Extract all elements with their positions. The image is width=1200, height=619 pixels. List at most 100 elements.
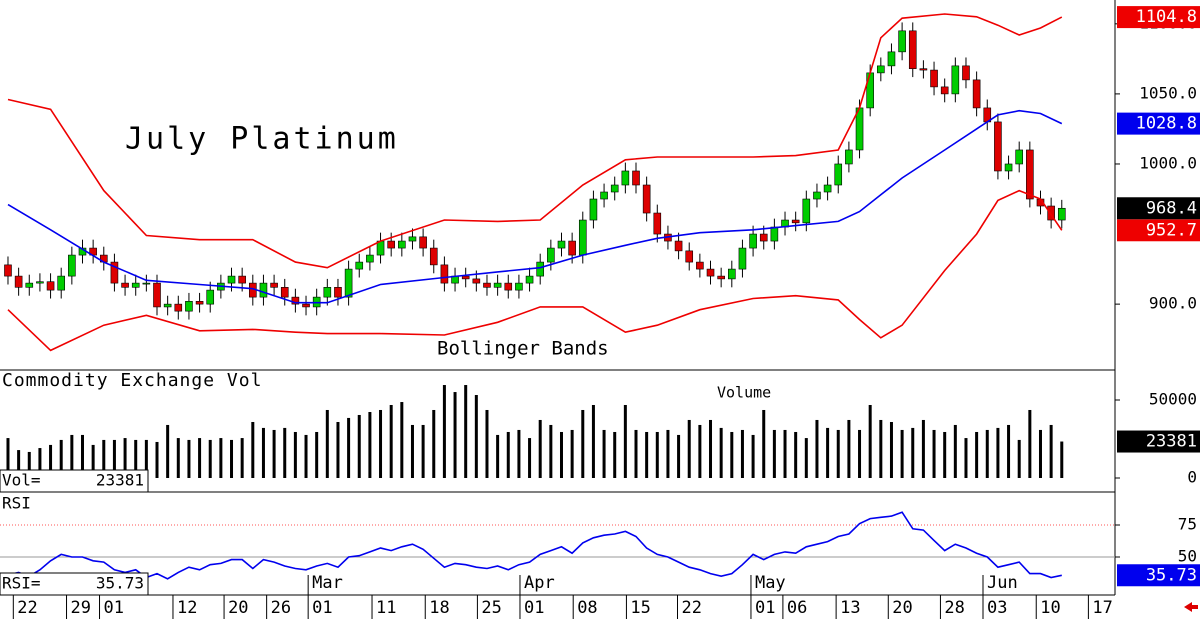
candle-body bbox=[472, 278, 481, 284]
volume-bar bbox=[325, 409, 329, 479]
candle-body bbox=[440, 264, 449, 284]
volume-bar bbox=[687, 419, 691, 479]
volume-bar bbox=[549, 424, 553, 479]
candle-body bbox=[589, 198, 598, 221]
volume-bar bbox=[464, 385, 468, 479]
volume-bar bbox=[794, 431, 798, 479]
x-tick-label: 10 bbox=[1040, 598, 1060, 618]
candle-body bbox=[791, 219, 800, 224]
candle-body bbox=[834, 163, 843, 186]
volume-bar bbox=[49, 444, 53, 479]
volume-bar bbox=[208, 439, 212, 479]
candle-body bbox=[366, 254, 374, 263]
volume-bar bbox=[27, 451, 31, 479]
candle-body bbox=[46, 281, 55, 291]
volume-bar bbox=[985, 429, 989, 479]
volume-bar bbox=[538, 419, 542, 479]
x-tick-label: 25 bbox=[481, 598, 501, 618]
volume-bar bbox=[410, 424, 414, 479]
volume-bar bbox=[293, 431, 297, 479]
volume-bar bbox=[528, 438, 532, 479]
volume-bar bbox=[740, 429, 744, 479]
volume-bar bbox=[272, 429, 276, 479]
volume-bar bbox=[570, 429, 574, 479]
panel-title: Commodity Exchange Vol bbox=[2, 370, 262, 391]
candle-body bbox=[14, 275, 23, 288]
volume-bar bbox=[1017, 439, 1021, 479]
band-line bbox=[7, 109, 1063, 304]
candle-body bbox=[504, 282, 513, 291]
volume-bar bbox=[283, 427, 287, 479]
x-tick-label: 17 bbox=[1092, 598, 1112, 618]
volume-bar bbox=[336, 421, 340, 479]
candle-body bbox=[323, 287, 332, 298]
candle-body bbox=[270, 282, 278, 288]
y-tick-label: 1050.0 bbox=[1139, 83, 1197, 102]
last-value-box bbox=[1117, 564, 1200, 587]
volume-bar bbox=[602, 429, 606, 479]
volume-bar bbox=[900, 429, 904, 479]
rsi-line bbox=[7, 511, 1062, 580]
volume-bar bbox=[485, 409, 489, 479]
volume-bar bbox=[730, 431, 734, 479]
last-value-label: 968.4 bbox=[1146, 198, 1197, 218]
y-tick-label: 1000.0 bbox=[1139, 153, 1197, 172]
last-value-box bbox=[1117, 6, 1200, 29]
candle-body bbox=[717, 275, 725, 280]
candle-body bbox=[972, 79, 981, 109]
volume-bar bbox=[613, 431, 617, 479]
candle-body bbox=[621, 170, 630, 186]
candle-body bbox=[770, 226, 779, 242]
candle-body bbox=[142, 282, 151, 285]
value-readout: 35.73 bbox=[96, 574, 144, 593]
volume-bar bbox=[80, 434, 84, 479]
x-tick-label: 08 bbox=[577, 598, 597, 618]
volume-bar bbox=[655, 431, 659, 479]
candle-body bbox=[802, 198, 811, 224]
x-tick-label: 01 bbox=[755, 598, 775, 618]
candle-body bbox=[429, 247, 438, 266]
volume-bar bbox=[783, 429, 787, 479]
volume-bar bbox=[623, 404, 627, 479]
x-tick-label: 01 bbox=[104, 598, 124, 618]
volume-bar bbox=[645, 431, 649, 479]
candle-body bbox=[344, 268, 353, 298]
volume-bar bbox=[496, 434, 500, 479]
volume-bar bbox=[996, 427, 1000, 479]
y-tick-label: 50000 bbox=[1149, 390, 1197, 409]
volume-bar bbox=[219, 438, 223, 479]
candle-body bbox=[557, 240, 566, 249]
value-prefix: Vol= bbox=[2, 471, 41, 490]
candle-body bbox=[728, 268, 736, 280]
volume-bar bbox=[176, 438, 180, 479]
volume-bar bbox=[847, 419, 851, 479]
volume-bar bbox=[453, 392, 457, 479]
volume-bar bbox=[6, 438, 10, 479]
volume-bar bbox=[868, 404, 872, 479]
scroll-arrow[interactable] bbox=[1184, 602, 1198, 612]
band-line bbox=[7, 13, 1063, 269]
candle-body bbox=[195, 301, 204, 305]
x-tick-label: 15 bbox=[630, 598, 650, 618]
candle-body bbox=[642, 184, 651, 214]
volume-bar bbox=[804, 438, 808, 479]
volume-bar bbox=[304, 434, 308, 479]
volume-bar bbox=[315, 431, 319, 479]
y-tick-label: 50 bbox=[1178, 546, 1197, 565]
last-value-box bbox=[1117, 197, 1200, 220]
y-tick-label: 900.0 bbox=[1149, 294, 1197, 313]
candle-body bbox=[334, 287, 342, 298]
x-tick-label: 20 bbox=[892, 598, 912, 618]
volume-bar bbox=[1007, 424, 1011, 479]
candle-body bbox=[600, 191, 608, 200]
last-value-label: 23381 bbox=[1146, 432, 1197, 452]
candle-body bbox=[568, 240, 576, 256]
candle-body bbox=[696, 261, 704, 270]
volume-bar bbox=[389, 404, 393, 479]
candle-body bbox=[302, 303, 310, 308]
volume-bar bbox=[591, 404, 595, 479]
volume-bar bbox=[368, 412, 372, 479]
volume-bar bbox=[677, 434, 681, 479]
volume-bar bbox=[772, 429, 776, 479]
candle-body bbox=[408, 236, 417, 242]
